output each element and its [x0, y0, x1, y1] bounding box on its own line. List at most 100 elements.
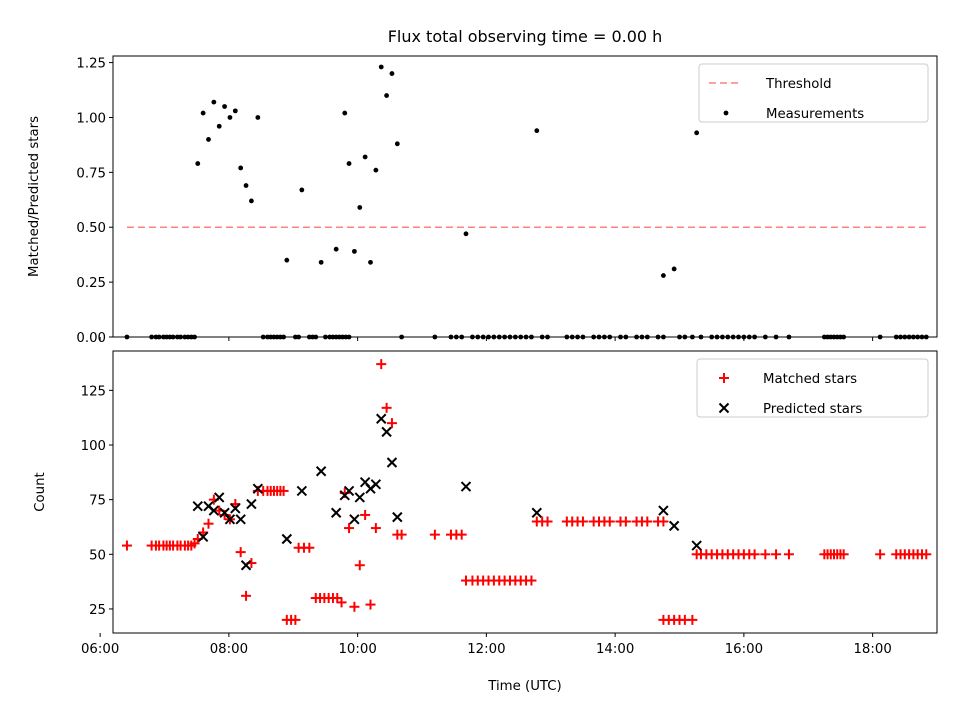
data-point	[352, 248, 357, 254]
data-point	[200, 110, 206, 116]
data-point	[216, 123, 222, 129]
data-point	[771, 549, 782, 560]
data-point	[389, 71, 395, 76]
x-tick-label: 06:00	[81, 642, 119, 657]
y-tick-label: 1.00	[76, 111, 106, 126]
data-point	[658, 505, 669, 516]
y-tick-label: 0.00	[76, 331, 106, 346]
data-point	[224, 514, 236, 525]
data-point	[281, 533, 293, 545]
y-tick-label: 0.50	[76, 221, 106, 236]
data-point	[386, 457, 398, 468]
data-point	[381, 402, 392, 413]
data-point	[687, 614, 698, 625]
legend-label: Matched stars	[763, 372, 857, 387]
data-point	[749, 549, 760, 560]
data-point	[206, 137, 211, 142]
data-point	[241, 590, 252, 601]
data-point	[304, 542, 315, 553]
data-point	[838, 549, 849, 560]
legend-label: Predicted stars	[763, 402, 862, 417]
data-point	[222, 104, 227, 109]
data-point	[370, 479, 382, 490]
data-point	[235, 514, 246, 525]
data-point	[691, 540, 702, 551]
data-point	[349, 601, 360, 612]
data-point	[783, 549, 794, 560]
data-point	[668, 520, 680, 532]
legend-label: Measurements	[766, 107, 864, 122]
legend: Threshold Measurements	[698, 63, 929, 123]
y-tick-label: 100	[81, 439, 106, 454]
data-point	[394, 141, 400, 147]
data-point	[235, 547, 246, 558]
data-point	[378, 64, 384, 70]
axes-frame	[112, 55, 938, 338]
data-point	[255, 115, 261, 120]
top-panel-ratio: 0.00 0.25 0.50 0.75 1.00 1.25 Matched/Predicte…	[27, 55, 938, 346]
data-point	[330, 507, 342, 518]
data-point	[526, 575, 537, 586]
data-point	[195, 161, 201, 166]
data-point	[362, 154, 368, 160]
data-point	[211, 99, 217, 105]
data-point	[333, 246, 339, 252]
data-point	[360, 509, 371, 520]
data-point	[384, 93, 389, 98]
data-point	[232, 108, 238, 114]
data-point	[370, 523, 381, 534]
y-tick-label: 1.25	[76, 57, 106, 72]
y-axis-label: Matched/Predicted stars	[27, 116, 42, 277]
data-point	[368, 259, 373, 265]
axes-frame	[112, 350, 938, 634]
data-point	[642, 516, 653, 527]
legend-swatch-dot	[723, 110, 729, 116]
data-point	[661, 273, 666, 278]
data-point	[429, 529, 440, 540]
data-point	[284, 257, 290, 263]
data-point	[192, 501, 203, 512]
data-point	[230, 503, 241, 514]
data-point	[456, 529, 467, 540]
legend-frame	[698, 63, 929, 123]
data-point	[252, 483, 264, 494]
data-point	[357, 205, 363, 210]
data-point	[534, 128, 540, 134]
data-point	[240, 560, 252, 571]
data-point	[342, 110, 348, 116]
chart-title: Flux total observing time = 0.00 h	[388, 27, 663, 46]
data-point	[203, 518, 214, 529]
data-point	[373, 167, 379, 173]
data-point	[349, 514, 360, 525]
legend-swatch-plus	[719, 373, 729, 383]
data-point	[604, 516, 615, 527]
data-point	[671, 266, 677, 272]
data-point	[344, 523, 355, 534]
x-tick-label: 16:00	[725, 642, 763, 657]
x-tick-label: 14:00	[596, 642, 634, 657]
data-point	[243, 183, 249, 188]
legend: Matched stars Predicted stars	[696, 358, 929, 418]
data-point	[376, 413, 387, 424]
data-point	[227, 115, 233, 120]
y-tick-label: 0.75	[76, 166, 106, 181]
data-point	[365, 599, 376, 610]
data-point	[315, 466, 327, 477]
data-point	[354, 492, 365, 503]
data-point	[392, 511, 403, 523]
y-tick-label: 125	[81, 384, 106, 399]
y-tick-label: 0.25	[76, 276, 106, 291]
data-point	[249, 198, 254, 204]
legend-label: Threshold	[765, 77, 832, 92]
y-tick-label: 75	[89, 494, 106, 509]
data-point	[460, 481, 472, 492]
data-point	[542, 516, 553, 527]
y-tick-label: 25	[89, 603, 106, 618]
data-point	[278, 485, 289, 496]
data-point	[463, 231, 469, 237]
data-point	[577, 516, 588, 527]
data-point	[121, 540, 132, 551]
x-tick-label: 08:00	[210, 642, 248, 657]
data-point	[381, 426, 392, 438]
bottom-panel-count: 25 50 75 100 125 06:00 08:00 10:00 12:00 14:00 16:…	[33, 350, 938, 694]
